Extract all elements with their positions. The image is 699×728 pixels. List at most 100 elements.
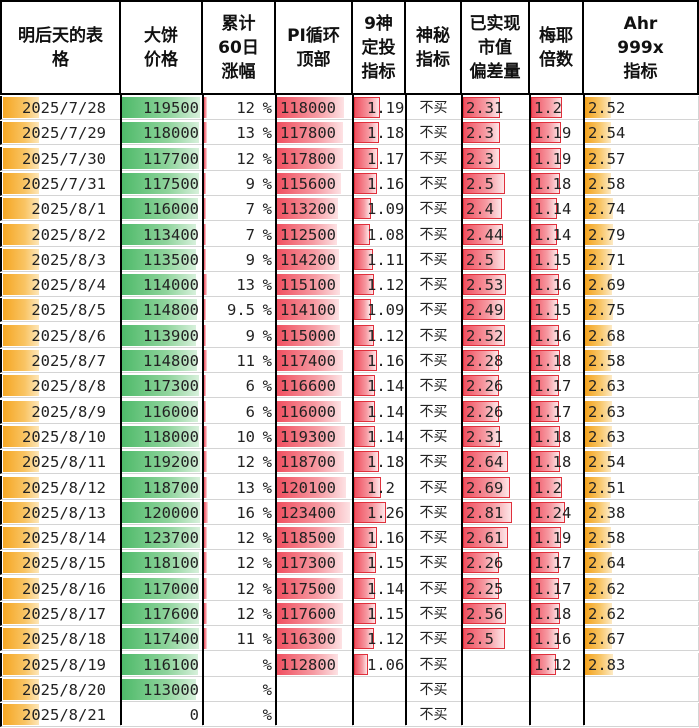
cell-mystery-indicator[interactable]: 不买 <box>406 652 462 677</box>
cell-ahr999x[interactable]: 2.69 <box>584 273 699 298</box>
cell-realized-cap-deviation[interactable]: 2.3 <box>462 146 530 171</box>
cell-mayer-multiple[interactable]: 1.12 <box>530 652 584 677</box>
cell-ahr999x[interactable]: 2.54 <box>584 450 699 475</box>
cell-pi-cycle-top[interactable]: 116300 <box>276 627 353 652</box>
cell-price[interactable]: 114000 <box>121 273 203 298</box>
cell-mayer-multiple[interactable]: 1.16 <box>530 273 584 298</box>
cell-date[interactable]: 2025/8/12 <box>0 475 121 500</box>
cell-date[interactable]: 2025/8/15 <box>0 551 121 576</box>
cell-mystery-indicator[interactable]: 不买 <box>406 374 462 399</box>
cell-nine-god-dca[interactable]: 1.14 <box>353 576 406 601</box>
cell-mayer-multiple[interactable]: 1.17 <box>530 399 584 424</box>
cell-price[interactable]: 116000 <box>121 399 203 424</box>
cell-mayer-multiple[interactable]: 1.19 <box>530 121 584 146</box>
cell-gain-60d[interactable]: 6% <box>203 399 276 424</box>
cell-mystery-indicator[interactable]: 不买 <box>406 450 462 475</box>
cell-pi-cycle-top[interactable]: 117800 <box>276 146 353 171</box>
cell-date[interactable]: 2025/8/17 <box>0 602 121 626</box>
cell-realized-cap-deviation[interactable]: 2.53 <box>462 273 530 298</box>
cell-realized-cap-deviation[interactable] <box>462 703 530 728</box>
cell-nine-god-dca[interactable]: 1.06 <box>353 652 406 677</box>
cell-pi-cycle-top[interactable]: 115100 <box>276 273 353 298</box>
cell-mayer-multiple[interactable] <box>530 677 584 702</box>
cell-gain-60d[interactable]: 12% <box>203 576 276 601</box>
cell-realized-cap-deviation[interactable]: 2.52 <box>462 323 530 348</box>
cell-realized-cap-deviation[interactable] <box>462 677 530 702</box>
cell-pi-cycle-top[interactable]: 118000 <box>276 96 353 120</box>
cell-pi-cycle-top[interactable]: 113200 <box>276 197 353 222</box>
cell-realized-cap-deviation[interactable]: 2.5 <box>462 247 530 272</box>
cell-mystery-indicator[interactable]: 不买 <box>406 273 462 298</box>
cell-mayer-multiple[interactable]: 1.19 <box>530 526 584 551</box>
cell-mayer-multiple[interactable]: 1.24 <box>530 500 584 525</box>
cell-date[interactable]: 2025/8/8 <box>0 374 121 399</box>
cell-gain-60d[interactable]: 9.5% <box>203 298 276 323</box>
cell-mayer-multiple[interactable]: 1.14 <box>530 222 584 247</box>
cell-ahr999x[interactable]: 2.68 <box>584 323 699 348</box>
cell-mystery-indicator[interactable]: 不买 <box>406 399 462 424</box>
cell-pi-cycle-top[interactable]: 118500 <box>276 526 353 551</box>
cell-price[interactable]: 118100 <box>121 551 203 576</box>
cell-mayer-multiple[interactable]: 1.18 <box>530 450 584 475</box>
cell-date[interactable]: 2025/8/5 <box>0 298 121 323</box>
cell-nine-god-dca[interactable]: 1.17 <box>353 146 406 171</box>
cell-price[interactable]: 114800 <box>121 349 203 373</box>
cell-pi-cycle-top[interactable] <box>276 677 353 702</box>
cell-gain-60d[interactable]: 11% <box>203 349 276 373</box>
cell-nine-god-dca[interactable]: 1.14 <box>353 424 406 449</box>
cell-gain-60d[interactable]: 13% <box>203 475 276 500</box>
cell-mystery-indicator[interactable]: 不买 <box>406 96 462 120</box>
cell-mayer-multiple[interactable]: 1.2 <box>530 475 584 500</box>
cell-ahr999x[interactable]: 2.64 <box>584 551 699 576</box>
cell-pi-cycle-top[interactable]: 117400 <box>276 349 353 373</box>
cell-pi-cycle-top[interactable]: 116000 <box>276 399 353 424</box>
cell-realized-cap-deviation[interactable]: 2.5 <box>462 171 530 196</box>
cell-realized-cap-deviation[interactable]: 2.64 <box>462 450 530 475</box>
cell-date[interactable]: 2025/8/19 <box>0 652 121 677</box>
cell-ahr999x[interactable]: 2.58 <box>584 526 699 551</box>
cell-mayer-multiple[interactable]: 1.2 <box>530 96 584 120</box>
cell-realized-cap-deviation[interactable]: 2.26 <box>462 551 530 576</box>
cell-date[interactable]: 2025/7/29 <box>0 121 121 146</box>
cell-realized-cap-deviation[interactable]: 2.56 <box>462 602 530 626</box>
cell-pi-cycle-top[interactable]: 117800 <box>276 121 353 146</box>
cell-price[interactable]: 114800 <box>121 298 203 323</box>
cell-nine-god-dca[interactable]: 1.12 <box>353 273 406 298</box>
cell-price[interactable]: 119500 <box>121 96 203 120</box>
cell-gain-60d[interactable]: 11% <box>203 627 276 652</box>
cell-date[interactable]: 2025/7/31 <box>0 171 121 196</box>
cell-pi-cycle-top[interactable]: 118700 <box>276 450 353 475</box>
cell-mystery-indicator[interactable]: 不买 <box>406 171 462 196</box>
cell-date[interactable]: 2025/7/30 <box>0 146 121 171</box>
cell-price[interactable]: 117400 <box>121 627 203 652</box>
cell-nine-god-dca[interactable]: 1.09 <box>353 197 406 222</box>
cell-ahr999x[interactable]: 2.52 <box>584 96 699 120</box>
cell-mayer-multiple[interactable]: 1.18 <box>530 349 584 373</box>
cell-realized-cap-deviation[interactable]: 2.4 <box>462 197 530 222</box>
cell-price[interactable]: 118000 <box>121 424 203 449</box>
cell-nine-god-dca[interactable]: 1.19 <box>353 96 406 120</box>
cell-gain-60d[interactable]: % <box>203 652 276 677</box>
cell-mystery-indicator[interactable]: 不买 <box>406 323 462 348</box>
cell-pi-cycle-top[interactable]: 117500 <box>276 576 353 601</box>
cell-mayer-multiple[interactable]: 1.18 <box>530 171 584 196</box>
cell-mayer-multiple[interactable]: 1.14 <box>530 197 584 222</box>
cell-gain-60d[interactable]: 12% <box>203 551 276 576</box>
cell-mayer-multiple[interactable] <box>530 703 584 728</box>
cell-price[interactable]: 117600 <box>121 602 203 626</box>
cell-nine-god-dca[interactable]: 1.15 <box>353 602 406 626</box>
cell-gain-60d[interactable]: 10% <box>203 424 276 449</box>
cell-ahr999x[interactable]: 2.75 <box>584 298 699 323</box>
cell-pi-cycle-top[interactable]: 117300 <box>276 551 353 576</box>
cell-mystery-indicator[interactable]: 不买 <box>406 703 462 728</box>
cell-mayer-multiple[interactable]: 1.17 <box>530 576 584 601</box>
cell-price[interactable]: 119200 <box>121 450 203 475</box>
cell-mayer-multiple[interactable]: 1.18 <box>530 602 584 626</box>
cell-mystery-indicator[interactable]: 不买 <box>406 247 462 272</box>
cell-mayer-multiple[interactable]: 1.16 <box>530 627 584 652</box>
cell-price[interactable]: 113000 <box>121 677 203 702</box>
cell-gain-60d[interactable]: 12% <box>203 146 276 171</box>
cell-gain-60d[interactable]: % <box>203 703 276 728</box>
cell-mayer-multiple[interactable]: 1.19 <box>530 146 584 171</box>
cell-price[interactable]: 117000 <box>121 576 203 601</box>
